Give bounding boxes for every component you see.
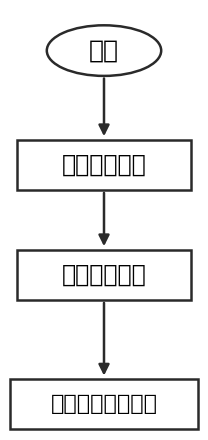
Text: 洗涤结束状态处理: 洗涤结束状态处理 bbox=[51, 394, 157, 414]
Ellipse shape bbox=[47, 25, 161, 76]
Text: 上电状态处理: 上电状态处理 bbox=[62, 153, 146, 177]
FancyBboxPatch shape bbox=[10, 378, 198, 429]
FancyBboxPatch shape bbox=[17, 140, 191, 190]
Text: 上电: 上电 bbox=[89, 39, 119, 62]
Text: 洗涤状态处理: 洗涤状态处理 bbox=[62, 263, 146, 287]
FancyBboxPatch shape bbox=[17, 250, 191, 300]
